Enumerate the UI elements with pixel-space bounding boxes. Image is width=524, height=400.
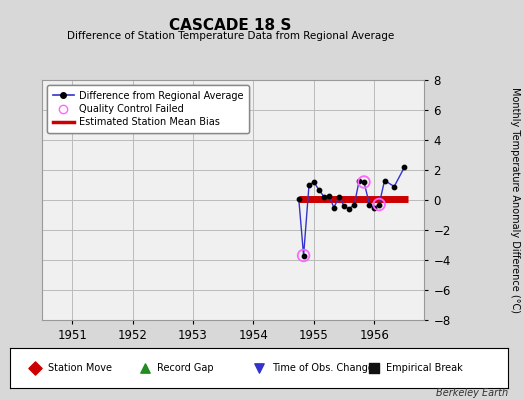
Text: Berkeley Earth: Berkeley Earth <box>436 388 508 398</box>
Text: Record Gap: Record Gap <box>157 363 214 373</box>
Point <box>380 177 389 184</box>
Point <box>325 192 333 199</box>
Point <box>320 194 329 200</box>
Point <box>360 179 368 185</box>
Point <box>255 365 264 371</box>
Text: CASCADE 18 S: CASCADE 18 S <box>169 18 292 33</box>
Y-axis label: Monthly Temperature Anomaly Difference (°C): Monthly Temperature Anomaly Difference (… <box>510 87 520 313</box>
Point <box>370 204 378 211</box>
Point <box>350 201 358 208</box>
Point <box>400 164 409 170</box>
Point <box>305 182 313 188</box>
Point <box>294 195 303 202</box>
Point <box>335 194 343 200</box>
Point <box>360 179 368 185</box>
Point <box>314 186 323 193</box>
Point <box>140 365 149 371</box>
Legend: Difference from Regional Average, Quality Control Failed, Estimated Station Mean: Difference from Regional Average, Qualit… <box>47 85 249 133</box>
Text: Time of Obs. Change: Time of Obs. Change <box>272 363 374 373</box>
Point <box>365 201 374 208</box>
Text: Difference of Station Temperature Data from Regional Average: Difference of Station Temperature Data f… <box>67 31 394 41</box>
Point <box>369 365 378 371</box>
Text: Empirical Break: Empirical Break <box>386 363 463 373</box>
Point <box>390 183 398 190</box>
Point <box>340 203 348 209</box>
Text: Station Move: Station Move <box>48 363 112 373</box>
Point <box>310 179 318 185</box>
Point <box>375 201 384 208</box>
Point <box>330 204 338 211</box>
Point <box>375 201 384 208</box>
Point <box>345 206 353 212</box>
Point <box>355 177 363 184</box>
Point <box>299 252 308 259</box>
Point <box>299 252 308 259</box>
Point <box>31 365 40 371</box>
